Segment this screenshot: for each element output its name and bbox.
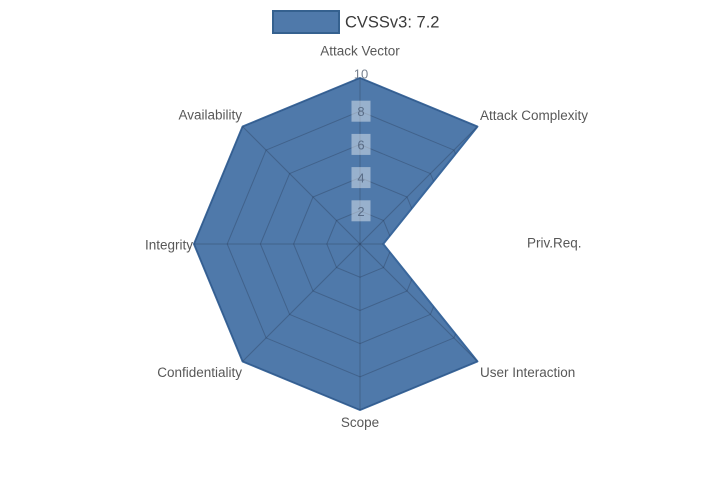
axis-label-attack-complexity: Attack Complexity: [480, 108, 588, 123]
legend-swatch: [272, 10, 340, 34]
radial-tick-label: 2: [357, 204, 364, 219]
radial-tick-box: [351, 167, 371, 189]
axis-label-user-interaction: User Interaction: [480, 365, 575, 380]
axis-label-priv-req: Priv.Req.: [527, 236, 582, 251]
grid-spoke: [242, 126, 361, 245]
legend-item[interactable]: CVSSv3: 7.2: [272, 10, 439, 34]
grid-ring: [326, 210, 394, 278]
axis-label-scope: Scope: [341, 415, 379, 430]
radial-tick-label: 6: [357, 137, 364, 152]
grid-spoke: [242, 243, 361, 362]
legend-label: CVSSv3: 7.2: [345, 14, 439, 32]
grid-ring: [194, 78, 478, 410]
grid-spoke: [359, 243, 478, 362]
radial-tick-10: 10: [347, 64, 375, 83]
radial-tick-label: 4: [357, 171, 364, 186]
radar-grid-web: [194, 78, 478, 410]
axis-label-availability: Availability: [178, 108, 242, 123]
axis-label-attack-vector: Attack Vector: [320, 44, 400, 59]
radial-tick-box: [351, 100, 371, 122]
radar-series-polygon: [193, 77, 479, 411]
radial-tick-box: [347, 64, 375, 83]
radial-tick-label: 8: [357, 104, 364, 119]
radial-tick-box: [351, 133, 371, 155]
axis-label-integrity: Integrity: [145, 238, 193, 253]
axis-label-confidentiality: Confidentiality: [157, 365, 242, 380]
radial-tick-labels: 2 4 6 8: [351, 100, 371, 222]
grid-spoke: [359, 126, 478, 245]
radial-tick-label: 10: [354, 67, 368, 82]
radial-tick-box: [351, 200, 371, 222]
